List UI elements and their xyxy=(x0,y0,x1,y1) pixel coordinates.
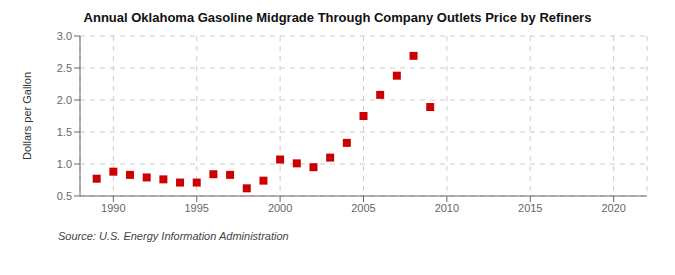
svg-text:2015: 2015 xyxy=(518,202,542,214)
svg-text:2.5: 2.5 xyxy=(57,62,72,74)
svg-text:3.0: 3.0 xyxy=(57,30,72,42)
svg-text:2.0: 2.0 xyxy=(57,94,72,106)
svg-text:1.0: 1.0 xyxy=(57,158,72,170)
svg-text:0.5: 0.5 xyxy=(57,190,72,202)
html-text:Source: U.S. Energy Informatio: Source: U.S. Energy Information Administ… xyxy=(58,230,289,242)
svg-text:2010: 2010 xyxy=(435,202,459,214)
svg-text:1995: 1995 xyxy=(184,202,208,214)
svg-text:1990: 1990 xyxy=(101,202,125,214)
svg-text:2000: 2000 xyxy=(268,202,292,214)
svg-text:1.5: 1.5 xyxy=(57,126,72,138)
svg-text:2020: 2020 xyxy=(601,202,625,214)
html-text:Annual Oklahoma Gasoline Midgr: Annual Oklahoma Gasoline Midgrade Throug… xyxy=(83,10,592,25)
svg-text:Dollars per Gallon: Dollars per Gallon xyxy=(21,72,33,160)
svg-text:2005: 2005 xyxy=(351,202,375,214)
